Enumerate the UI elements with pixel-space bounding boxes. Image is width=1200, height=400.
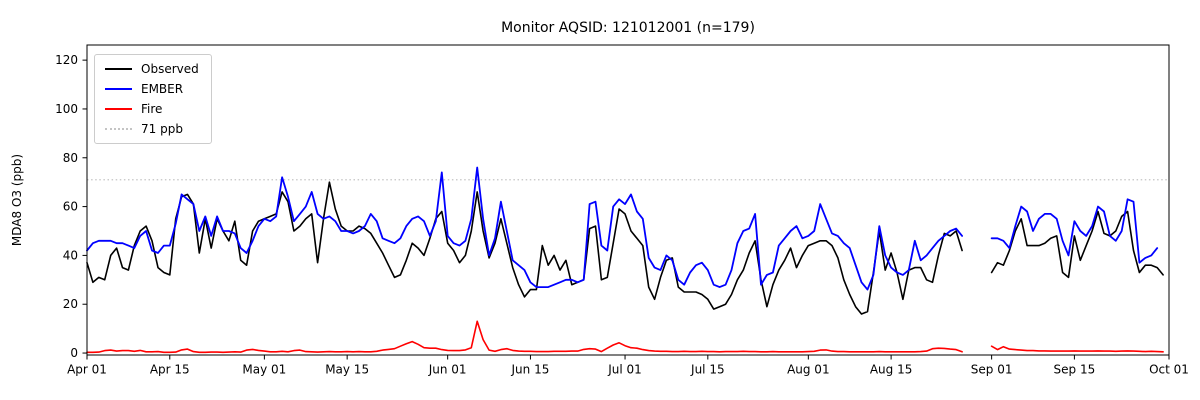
ember-line [86, 166, 963, 291]
y-tick-label: 20 [63, 297, 78, 311]
legend-label-observed: Observed [141, 62, 199, 76]
y-tick-label: 100 [55, 102, 78, 116]
legend-label-threshold: 71 ppb [141, 122, 183, 136]
x-tick-label: Aug 15 [870, 363, 913, 377]
ember-line-swatch-icon [105, 88, 132, 90]
x-tick-label: Apr 01 [67, 363, 107, 377]
ember-line [990, 198, 1159, 264]
x-tick-label: Sep 15 [1054, 363, 1096, 377]
plot-frame [86, 44, 1170, 356]
x-tick-label: Jul 01 [607, 363, 642, 377]
fire-line [86, 320, 963, 354]
threshold-line-swatch-icon [105, 128, 132, 130]
x-tick-label: Apr 15 [150, 363, 190, 377]
observed-line [990, 210, 1164, 279]
fire-line-swatch-icon [105, 108, 132, 110]
x-tick-label: Sep 01 [971, 363, 1013, 377]
x-tick-label: Jun 15 [511, 363, 550, 377]
legend-label-ember: EMBER [141, 82, 184, 96]
y-tick-label: 40 [63, 248, 78, 262]
x-tick-label: May 15 [325, 363, 369, 377]
x-tick-label: Oct 01 [1149, 363, 1189, 377]
legend: Observed EMBER Fire 71 ppb [94, 54, 212, 144]
legend-item-threshold: 71 ppb [105, 122, 199, 136]
x-tick-label: Jun 01 [428, 363, 467, 377]
y-tick-label: 60 [63, 200, 78, 214]
observed-line [86, 181, 963, 315]
x-tick-label: Jul 15 [690, 363, 725, 377]
x-tick-label: Aug 01 [787, 363, 830, 377]
x-tick-label: May 01 [242, 363, 286, 377]
y-tick-label: 0 [70, 346, 78, 360]
legend-label-fire: Fire [141, 102, 163, 116]
legend-item-observed: Observed [105, 62, 199, 76]
observed-line-swatch-icon [105, 68, 132, 70]
chart-title: Monitor AQSID: 121012001 (n=179) [501, 20, 755, 36]
legend-item-ember: EMBER [105, 82, 199, 96]
y-tick-label: 120 [55, 53, 78, 67]
y-tick-label: 80 [63, 151, 78, 165]
legend-item-fire: Fire [105, 102, 199, 116]
fire-line [990, 345, 1164, 353]
